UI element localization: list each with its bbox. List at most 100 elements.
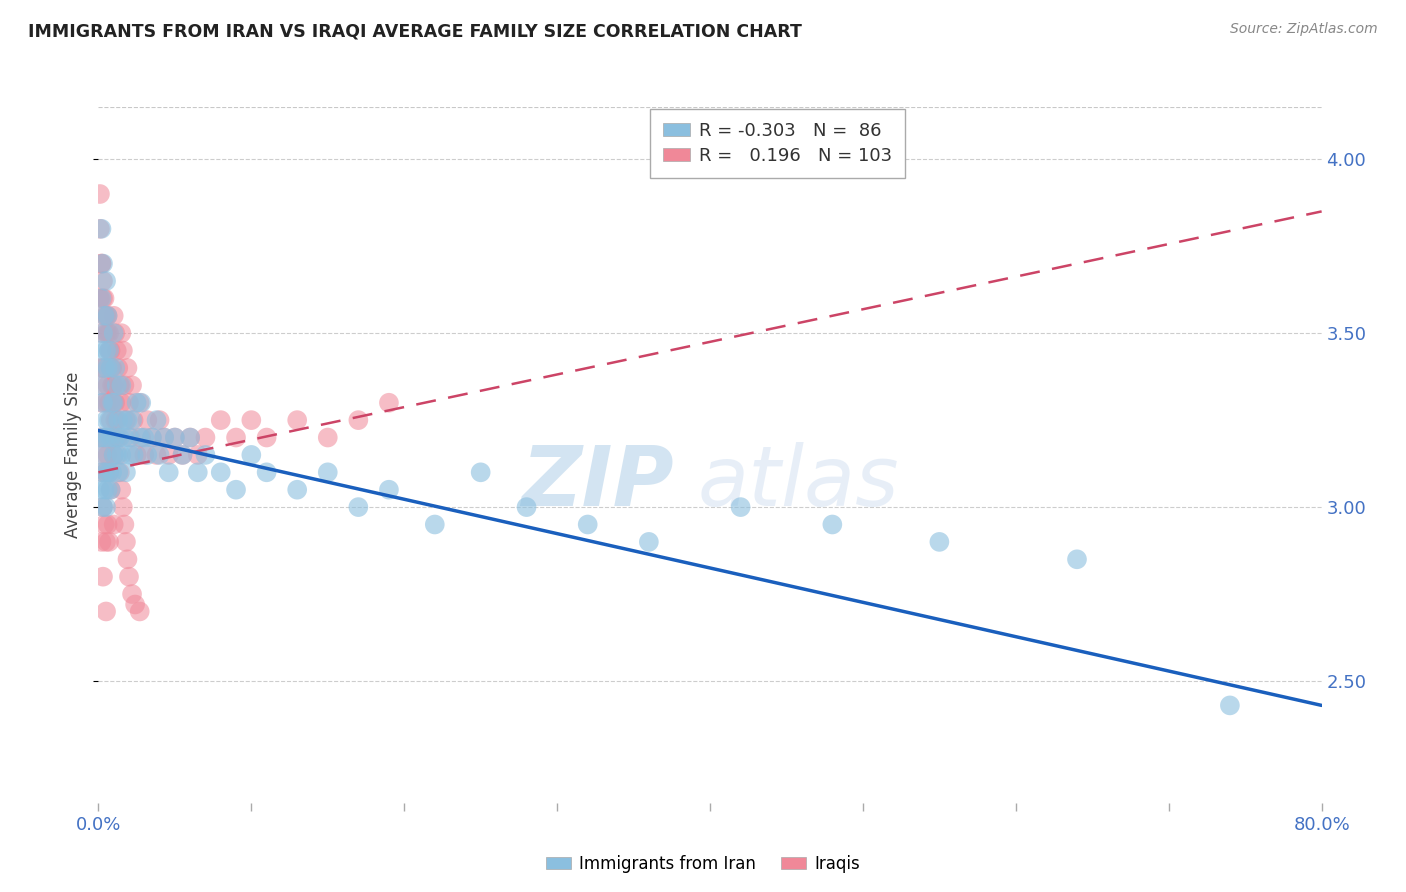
- Point: [94, 604, 117, 618]
- Point: [90, 465, 112, 479]
- Point: [91, 257, 114, 271]
- Point: [94, 413, 117, 427]
- Point: [97, 361, 120, 376]
- Point: [187, 465, 209, 479]
- Point: [91, 430, 114, 444]
- Point: [104, 430, 127, 444]
- Point: [378, 483, 401, 497]
- Point: [172, 448, 194, 462]
- Point: [112, 378, 135, 392]
- Point: [209, 413, 232, 427]
- Point: [111, 343, 134, 358]
- Point: [108, 465, 131, 479]
- Point: [347, 500, 370, 514]
- Point: [107, 465, 129, 479]
- Text: IMMIGRANTS FROM IRAN VS IRAQI AVERAGE FAMILY SIZE CORRELATION CHART: IMMIGRANTS FROM IRAN VS IRAQI AVERAGE FA…: [28, 22, 801, 40]
- Point: [101, 465, 124, 479]
- Point: [94, 326, 117, 341]
- Point: [141, 430, 163, 444]
- Point: [105, 430, 128, 444]
- Point: [98, 465, 121, 479]
- Point: [93, 361, 115, 376]
- Point: [93, 291, 115, 305]
- Point: [98, 343, 121, 358]
- Point: [194, 430, 217, 444]
- Point: [107, 448, 129, 462]
- Point: [100, 343, 122, 358]
- Point: [576, 517, 599, 532]
- Point: [225, 430, 247, 444]
- Point: [172, 448, 194, 462]
- Point: [91, 500, 114, 514]
- Point: [153, 430, 176, 444]
- Point: [120, 448, 142, 462]
- Point: [89, 430, 111, 444]
- Point: [179, 430, 201, 444]
- Point: [105, 448, 128, 462]
- Point: [121, 378, 143, 392]
- Point: [94, 465, 117, 479]
- Point: [90, 343, 112, 358]
- Point: [91, 500, 114, 514]
- Point: [91, 274, 114, 288]
- Point: [145, 413, 167, 427]
- Point: [1066, 552, 1088, 566]
- Point: [136, 413, 159, 427]
- Point: [89, 483, 111, 497]
- Point: [97, 448, 120, 462]
- Point: [103, 448, 125, 462]
- Point: [100, 483, 122, 497]
- Point: [153, 430, 176, 444]
- Point: [187, 448, 209, 462]
- Point: [378, 396, 401, 410]
- Point: [94, 396, 117, 410]
- Point: [122, 448, 145, 462]
- Point: [93, 430, 115, 444]
- Point: [111, 413, 134, 427]
- Point: [111, 500, 134, 514]
- Point: [285, 483, 308, 497]
- Point: [90, 222, 112, 236]
- Point: [105, 413, 128, 427]
- Point: [136, 448, 159, 462]
- Point: [256, 430, 278, 444]
- Point: [94, 500, 117, 514]
- Point: [122, 413, 145, 427]
- Point: [129, 396, 152, 410]
- Point: [97, 517, 120, 532]
- Point: [104, 361, 127, 376]
- Point: [98, 326, 121, 341]
- Point: [118, 570, 141, 584]
- Point: [423, 517, 446, 532]
- Point: [194, 448, 217, 462]
- Point: [128, 396, 150, 410]
- Point: [149, 448, 172, 462]
- Point: [118, 430, 141, 444]
- Point: [90, 448, 112, 462]
- Point: [97, 309, 120, 323]
- Point: [128, 604, 150, 618]
- Point: [110, 326, 132, 341]
- Point: [91, 361, 114, 376]
- Point: [157, 465, 180, 479]
- Point: [256, 465, 278, 479]
- Point: [104, 326, 127, 341]
- Point: [90, 396, 112, 410]
- Point: [89, 361, 111, 376]
- Point: [103, 517, 125, 532]
- Point: [93, 309, 115, 323]
- Point: [347, 413, 370, 427]
- Point: [98, 343, 121, 358]
- Point: [91, 465, 114, 479]
- Point: [316, 430, 339, 444]
- Y-axis label: Average Family Size: Average Family Size: [65, 372, 83, 538]
- Point: [145, 448, 167, 462]
- Point: [100, 483, 122, 497]
- Point: [637, 534, 661, 549]
- Point: [90, 326, 112, 341]
- Point: [115, 413, 138, 427]
- Point: [97, 326, 120, 341]
- Point: [90, 257, 112, 271]
- Point: [470, 465, 492, 479]
- Point: [121, 587, 143, 601]
